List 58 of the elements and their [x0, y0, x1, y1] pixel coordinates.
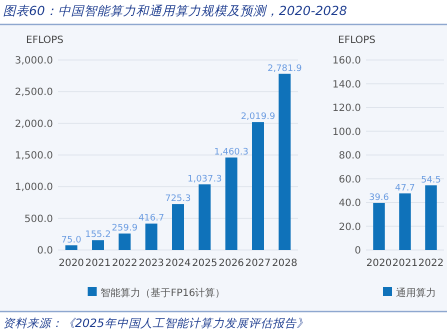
x-tick-label: 2026: [218, 258, 244, 269]
y-tick-label: 100.0: [332, 126, 361, 138]
data-label: 416.7: [138, 214, 164, 224]
data-label: 54.5: [420, 175, 442, 186]
y-tick-label: 2,500.0: [14, 87, 53, 98]
bar: [118, 234, 131, 250]
y-tick-label: 0.0: [37, 246, 53, 256]
y-axis-title: EFLOPS: [338, 35, 376, 46]
bar: [373, 202, 385, 250]
bar: [198, 184, 211, 250]
data-label: 75.0: [61, 235, 82, 246]
y-tick-label: 2,000.0: [14, 118, 53, 130]
x-tick-label: 2020: [366, 258, 392, 269]
x-tick-label: 2021: [85, 258, 111, 269]
y-tick-label: 3,000.0: [14, 56, 53, 66]
data-label: 2,781.9: [267, 64, 302, 74]
x-tick-label: 2024: [165, 258, 191, 269]
bar: [425, 185, 437, 250]
y-tick-label: 80.0: [338, 150, 361, 162]
x-tick-label: 2020: [58, 258, 84, 269]
y-tick-label: 60.0: [338, 174, 361, 186]
bar: [252, 122, 264, 250]
bar: [92, 240, 104, 250]
y-tick-label: 120.0: [332, 103, 361, 114]
x-tick-label: 2028: [272, 258, 298, 269]
data-label: 259.9: [112, 224, 138, 234]
y-tick-label: 160.0: [332, 56, 361, 66]
x-tick-label: 2027: [245, 258, 271, 269]
y-tick-label: 40.0: [338, 198, 361, 209]
bar: [225, 158, 238, 250]
data-label: 2,019.9: [240, 112, 276, 122]
bar: [145, 224, 158, 250]
x-tick-label: 2022: [418, 258, 444, 269]
data-label: 1,460.3: [214, 148, 249, 158]
y-tick-label: 1,000.0: [14, 182, 53, 194]
y-tick-label: 500.0: [24, 214, 53, 225]
legend-label: 通用算力: [396, 287, 436, 299]
bar: [65, 245, 78, 250]
x-tick-label: 2025: [192, 258, 218, 269]
y-tick-label: 0: [354, 246, 361, 256]
y-axis-title: EFLOPS: [26, 35, 64, 46]
x-tick-label: 2023: [138, 258, 164, 269]
data-label: 725.3: [165, 194, 191, 204]
bar: [172, 204, 184, 250]
bar: [278, 74, 291, 250]
data-label: 1,037.3: [187, 174, 222, 184]
x-tick-label: 2022: [112, 258, 138, 269]
y-tick-label: 140.0: [332, 79, 361, 90]
data-label: 39.6: [368, 192, 390, 203]
text: 资料来源：《2025年中国人工智能计算力发展评估报告》: [3, 316, 308, 330]
legend-label: 智能算力（基于FP16计算）: [100, 287, 226, 299]
data-label: 47.7: [394, 183, 416, 194]
x-tick-label: 2021: [392, 258, 418, 269]
data-label: 155.2: [85, 230, 111, 240]
y-tick-label: 1,500.0: [14, 150, 53, 162]
bar: [399, 193, 411, 250]
y-tick-label: 20.0: [338, 222, 361, 233]
chart-title: 图表60：中国智能算力和通用算力规模及预测，2020-2028: [3, 3, 348, 18]
